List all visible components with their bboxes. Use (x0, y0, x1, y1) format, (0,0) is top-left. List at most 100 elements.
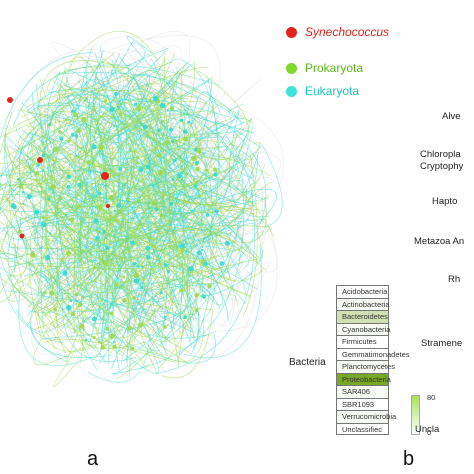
network-edge (155, 56, 200, 258)
network-edge (201, 77, 219, 261)
network-edge (215, 122, 263, 185)
green-dot-icon (286, 62, 297, 74)
network-node (121, 275, 125, 279)
network-edge (149, 69, 254, 124)
euk-label-cryptophy: Cryptophy (420, 161, 464, 172)
network-node (118, 167, 122, 171)
network-node (167, 270, 170, 273)
network-node (36, 163, 40, 167)
network-node (34, 209, 40, 215)
network-node (161, 142, 165, 146)
network-node (83, 99, 86, 102)
network-node (167, 159, 169, 161)
network-edge (261, 144, 283, 228)
network-node (84, 197, 87, 200)
bacteria-cell (336, 347, 389, 360)
network-edge (43, 152, 56, 319)
network-edge (184, 244, 262, 359)
network-edge (18, 53, 115, 144)
network-edge (118, 301, 198, 342)
bacteria-cell (336, 335, 389, 348)
network-edge (33, 228, 76, 238)
network-node (195, 166, 200, 172)
synechococcus-node (7, 97, 13, 103)
network-edge (137, 88, 254, 161)
bacteria-cell (336, 322, 389, 335)
network-node (130, 240, 135, 245)
network-node (213, 172, 218, 177)
network-node (105, 326, 110, 331)
legend-item-prokaryota: Prokaryota (286, 61, 363, 75)
network-node (97, 205, 102, 210)
network-node (67, 139, 71, 143)
network-edge (82, 100, 214, 123)
network-node (157, 153, 162, 158)
network-node (133, 272, 139, 279)
network-node (134, 102, 138, 107)
network-edge (120, 267, 220, 365)
network-node (168, 201, 174, 206)
network-node (109, 106, 115, 113)
network-node (201, 294, 207, 299)
network-edge (73, 227, 76, 334)
network-node (172, 159, 176, 163)
network-edge (49, 153, 72, 198)
network-edge (46, 66, 128, 93)
bacteria-row-label: Firmicutes (342, 337, 377, 346)
network-node (127, 325, 132, 331)
network-node (95, 236, 100, 241)
network-edge (130, 265, 237, 283)
network-node (71, 109, 75, 113)
network-edge (166, 64, 209, 144)
network-node (183, 315, 187, 319)
network-edge (19, 180, 104, 208)
network-node (118, 112, 123, 117)
network-node (41, 216, 45, 220)
network-edge (125, 197, 185, 299)
bacteria-title: Bacteria (289, 357, 326, 368)
network-node (17, 229, 22, 234)
network-node (66, 304, 72, 311)
network-node (207, 284, 212, 289)
network-node (58, 196, 63, 201)
network-edge (112, 277, 155, 338)
network-node (22, 190, 25, 194)
network-edge (9, 121, 45, 293)
network-node (70, 217, 75, 222)
bacteria-cell (336, 397, 389, 410)
network-edge (37, 246, 97, 352)
network-node (41, 222, 47, 228)
euk-label-chloropla: Chloropla (420, 149, 461, 160)
network-node (116, 203, 122, 208)
network-edge (218, 126, 278, 332)
legend-label-synechococcus: Synechococcus (305, 25, 390, 39)
network-node (143, 124, 148, 130)
network-edge (90, 35, 198, 95)
network-edge (41, 134, 214, 187)
network-node (145, 164, 151, 170)
red-dot-icon (286, 26, 297, 38)
network-edge (161, 308, 214, 379)
network-edge (32, 270, 114, 312)
network-edge (0, 140, 204, 186)
bacteria-labels: Acidobacteria Actinobacteria Bacteroidetes… (342, 286, 410, 436)
network-node (154, 147, 158, 150)
legend-item-eukaryota: Eukaryota (286, 84, 359, 98)
network-node (193, 209, 196, 212)
network-node (157, 169, 163, 176)
network-edge (172, 164, 265, 205)
network-node (101, 138, 104, 141)
network-edge (80, 56, 264, 235)
network-node (138, 322, 143, 328)
network-edge (97, 296, 120, 354)
network-node (77, 302, 82, 307)
network-edge (168, 162, 192, 294)
network-node (112, 200, 115, 203)
network-edge (30, 165, 237, 219)
network-node (141, 266, 144, 269)
network-edge (0, 39, 135, 176)
bacteria-row-label: Verrucomicrobia (342, 412, 397, 421)
network-node (159, 291, 163, 295)
network-edge (60, 213, 225, 234)
network-node (64, 118, 68, 122)
